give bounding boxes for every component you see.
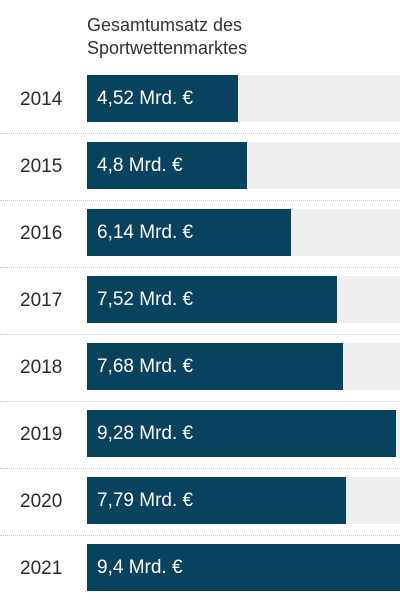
category-label: 2021 [20,558,63,579]
data-label: 4,8 Mrd. € [97,155,183,176]
bar-track: 7,52 Mrd. € [87,276,400,323]
bar-track: 7,79 Mrd. € [87,477,400,524]
data-label: 7,52 Mrd. € [97,289,194,310]
category-label: 2018 [20,357,63,378]
bar-2016 [87,209,292,256]
bar-2015 [87,142,247,189]
bar-track: 7,68 Mrd. € [87,343,400,390]
chart-row-2020: 2020 7,79 Mrd. € [0,469,400,536]
bar-2021 [87,544,400,591]
bar-track: 9,28 Mrd. € [87,410,400,457]
bar-2018 [87,343,343,390]
bar-track: 4,52 Mrd. € [87,75,400,122]
data-label: 9,4 Mrd. € [97,557,183,578]
category-label: 2020 [20,491,63,512]
chart-row-2021: 2021 9,4 Mrd. € [0,536,400,603]
category-label: 2017 [20,290,63,311]
chart-row-2019: 2019 9,28 Mrd. € [0,402,400,469]
data-label: 7,68 Mrd. € [97,356,194,377]
data-label: 6,14 Mrd. € [97,222,194,243]
bar-track: 9,4 Mrd. € [87,544,400,591]
bar-2020 [87,477,347,524]
category-label: 2014 [20,89,63,110]
category-label: 2019 [20,424,63,445]
data-label: 9,28 Mrd. € [97,423,194,444]
bar-chart: 2014 4,52 Mrd. € 2015 4,8 Mrd. € 2016 6,14 Mr… [0,67,400,603]
chart-title: Gesamtumsatz des Sportwettenmarktes [87,15,248,58]
data-label: 7,79 Mrd. € [97,490,194,511]
chart-row-2014: 2014 4,52 Mrd. € [0,67,400,134]
chart-row-2018: 2018 7,68 Mrd. € [0,335,400,402]
bar-2019 [87,410,396,457]
data-label: 4,52 Mrd. € [97,88,194,109]
bar-2014 [87,75,238,122]
bar-2017 [87,276,338,323]
chart-row-2015: 2015 4,8 Mrd. € [0,134,400,201]
chart-row-2016: 2016 6,14 Mrd. € [0,201,400,268]
category-label: 2016 [20,223,63,244]
category-label: 2015 [20,156,63,177]
chart-row-2017: 2017 7,52 Mrd. € [0,268,400,335]
bar-track: 6,14 Mrd. € [87,209,400,256]
bar-track: 4,8 Mrd. € [87,142,400,189]
